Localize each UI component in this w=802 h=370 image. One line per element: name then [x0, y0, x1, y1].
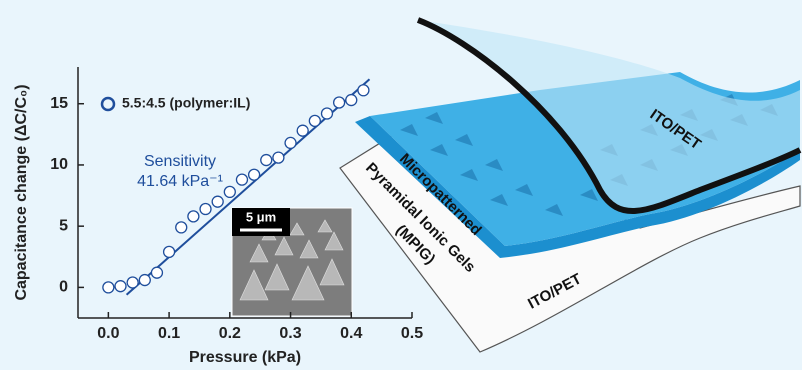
y-tick-label: 0: [59, 279, 68, 296]
data-point: [212, 196, 223, 207]
data-point: [309, 115, 320, 126]
x-tick-label: 0.0: [97, 325, 119, 342]
y-axis-label: Capacitance change (ΔC/C₀): [13, 84, 30, 300]
data-point: [139, 275, 150, 286]
data-point: [127, 277, 138, 288]
data-point: [273, 152, 284, 163]
data-point: [200, 204, 211, 215]
scale-bar-label: 5 μm: [246, 209, 276, 224]
data-point: [297, 125, 308, 136]
data-point: [249, 169, 260, 180]
annotation: 41.64 kPa⁻¹: [137, 173, 223, 190]
data-point: [151, 267, 162, 278]
data-point: [164, 246, 175, 257]
data-point: [236, 174, 247, 185]
data-point: [285, 137, 296, 148]
y-tick-label: 10: [50, 156, 68, 173]
data-point: [176, 222, 187, 233]
x-tick-label: 0.2: [219, 325, 241, 342]
data-point: [261, 155, 272, 166]
data-point: [321, 108, 332, 119]
data-point: [346, 95, 357, 106]
x-axis-label: Pressure (kPa): [189, 349, 301, 366]
data-point: [358, 85, 369, 96]
data-point: [188, 211, 199, 222]
x-tick-label: 0.5: [401, 325, 423, 342]
data-point: [115, 281, 126, 292]
figure: ITO/PET Micropatterned Pyramidal Ionic G…: [0, 0, 802, 370]
x-tick-label: 0.4: [340, 325, 362, 342]
data-point: [224, 186, 235, 197]
y-tick-label: 5: [59, 217, 68, 234]
inset: 5 μm: [232, 208, 352, 316]
annotation: Sensitivity: [144, 153, 216, 170]
x-tick-label: 0.3: [279, 325, 301, 342]
legend-label: 5.5:4.5 (polymer:IL): [122, 95, 250, 111]
y-tick-label: 15: [50, 95, 68, 112]
x-tick-label: 0.1: [158, 325, 180, 342]
data-point: [103, 282, 114, 293]
data-point: [334, 97, 345, 108]
